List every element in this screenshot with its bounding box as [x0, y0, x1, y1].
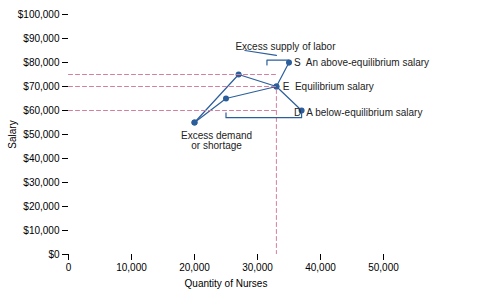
svg-text:Salary: Salary	[7, 120, 18, 148]
svg-text:S An above-equilibrium salary: S An above-equilibrium salary	[294, 57, 429, 68]
svg-text:40,000: 40,000	[305, 262, 336, 273]
svg-text:$0: $0	[48, 249, 60, 260]
svg-text:$80,000: $80,000	[23, 57, 60, 68]
svg-text:$20,000: $20,000	[23, 201, 60, 212]
svg-text:$70,000: $70,000	[23, 81, 60, 92]
svg-text:D A below-equilibrium salary: D A below-equilibrium salary	[294, 107, 422, 118]
svg-text:Excess demandor shortage: Excess demandor shortage	[181, 130, 252, 151]
svg-text:$90,000: $90,000	[23, 33, 60, 44]
svg-text:50,000: 50,000	[368, 262, 399, 273]
svg-text:$60,000: $60,000	[23, 105, 60, 116]
svg-text:$100,000: $100,000	[18, 9, 60, 20]
svg-text:0: 0	[66, 262, 72, 273]
svg-text:$10,000: $10,000	[23, 225, 60, 236]
svg-text:E Equilibrium salary: E Equilibrium salary	[283, 81, 374, 92]
svg-text:Quantity of Nurses: Quantity of Nurses	[185, 278, 268, 289]
svg-text:30,000: 30,000	[242, 262, 273, 273]
svg-text:$30,000: $30,000	[23, 177, 60, 188]
svg-text:$40,000: $40,000	[23, 153, 60, 164]
svg-text:Excess supply of labor: Excess supply of labor	[235, 41, 336, 52]
svg-text:$50,000: $50,000	[23, 129, 60, 140]
svg-text:20,000: 20,000	[179, 262, 210, 273]
svg-text:10,000: 10,000	[116, 262, 147, 273]
